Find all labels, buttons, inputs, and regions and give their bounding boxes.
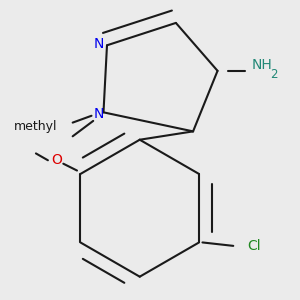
Text: N: N <box>93 107 103 121</box>
Text: NH: NH <box>252 58 272 72</box>
Text: Cl: Cl <box>247 239 261 253</box>
Text: methyl: methyl <box>14 119 57 133</box>
Text: O: O <box>51 153 62 167</box>
Text: N: N <box>93 37 103 51</box>
Text: 2: 2 <box>271 68 278 81</box>
